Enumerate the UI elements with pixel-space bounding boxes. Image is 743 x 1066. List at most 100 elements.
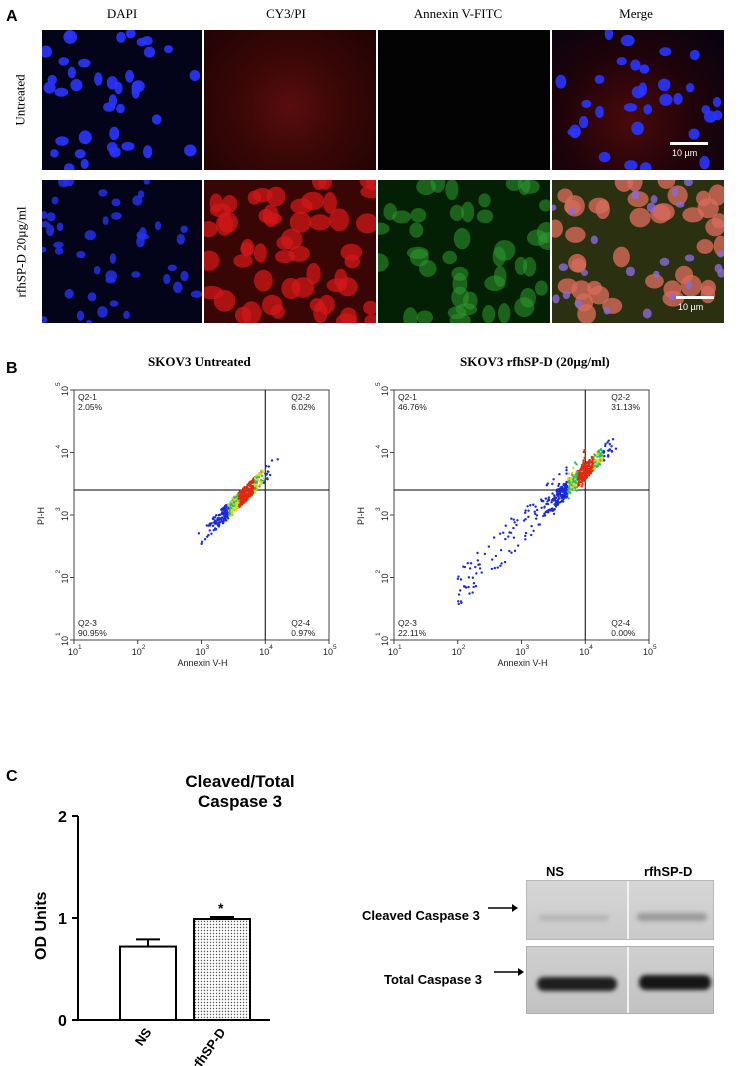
- event-point: [260, 474, 264, 478]
- event-point: [543, 514, 547, 517]
- cell-nucleus: [568, 207, 576, 216]
- cell-nucleus: [123, 310, 130, 319]
- event-point: [574, 481, 578, 484]
- event-point: [549, 509, 552, 512]
- y-tick-exponent: 5: [375, 382, 382, 386]
- facs-plot-untreated: Q2-12.05%Q2-26.02%Q2-390.95%Q2-40.97%10 1…: [36, 382, 337, 668]
- cell-nucleus: [689, 49, 700, 61]
- cell-nucleus: [684, 254, 695, 262]
- event-point: [480, 571, 483, 574]
- event-point: [572, 477, 575, 481]
- event-point: [467, 585, 470, 589]
- event-point: [556, 499, 559, 503]
- cell-nucleus: [311, 180, 327, 191]
- event-point: [575, 463, 578, 466]
- event-point: [582, 468, 585, 472]
- cell-nucleus: [652, 203, 675, 221]
- cell-nucleus: [639, 162, 652, 170]
- cell-nucleus: [180, 270, 189, 282]
- column-header-annexin: Annexin V-FITC: [413, 6, 503, 21]
- event-point: [508, 531, 511, 534]
- event-point: [551, 482, 554, 486]
- event-point: [221, 521, 225, 525]
- event-point: [245, 487, 248, 490]
- event-point: [239, 491, 243, 494]
- quadrant-value: 2.05%: [78, 402, 103, 412]
- cell-nucleus: [111, 212, 122, 220]
- event-point: [235, 509, 238, 512]
- cell-nucleus: [105, 276, 116, 284]
- scale-bar: [670, 142, 708, 145]
- event-point: [230, 500, 233, 503]
- cell-nucleus: [696, 190, 711, 207]
- scale-bar-label: 10 µm: [672, 148, 698, 158]
- event-point: [558, 497, 561, 500]
- event-point: [539, 498, 543, 501]
- x-tick-exponent: 4: [589, 644, 593, 651]
- cell-nucleus: [262, 212, 283, 225]
- row-header-rfhspd: rfhSP-D 20µg/ml: [13, 206, 29, 297]
- cell-nucleus: [577, 303, 596, 323]
- event-point: [228, 513, 231, 516]
- wb-lane-rfhspd: rfhSP-D: [644, 864, 693, 879]
- event-point: [588, 470, 591, 474]
- event-point: [524, 534, 527, 538]
- event-point: [583, 465, 586, 469]
- x-tick-label: 10: [259, 647, 269, 657]
- y-tick-label: 2: [58, 809, 67, 826]
- cell-nucleus: [54, 87, 69, 97]
- y-tick-exponent: 4: [55, 445, 62, 449]
- cell-nucleus: [78, 58, 91, 68]
- event-point: [494, 554, 498, 558]
- panel-a-letter: A: [6, 8, 18, 25]
- cell-nucleus: [42, 221, 50, 228]
- event-point: [550, 501, 553, 504]
- wb-lane-ns: NS: [546, 864, 565, 879]
- y-tick-exponent: 2: [55, 570, 62, 574]
- event-point: [583, 476, 586, 479]
- event-point: [581, 483, 584, 486]
- event-point: [572, 480, 576, 484]
- event-point: [468, 567, 472, 570]
- cell-nucleus: [712, 110, 723, 121]
- event-point: [562, 482, 566, 486]
- event-point: [557, 484, 560, 488]
- cell-nucleus: [136, 37, 148, 47]
- event-point: [244, 499, 248, 502]
- cell-nucleus: [247, 190, 262, 205]
- quadrant-name: Q2-2: [291, 392, 310, 402]
- event-point: [508, 549, 511, 553]
- cell-nucleus: [309, 214, 331, 231]
- cell-nucleus: [360, 185, 376, 199]
- event-point: [224, 505, 228, 509]
- panel-b-letter: B: [6, 360, 18, 377]
- cell-nucleus: [624, 160, 638, 170]
- event-point: [604, 442, 607, 446]
- cell-nucleus: [233, 254, 253, 268]
- cell-nucleus: [109, 146, 121, 158]
- event-point: [214, 519, 217, 522]
- event-point: [576, 470, 579, 474]
- event-point: [456, 600, 460, 603]
- significance-marker: *: [218, 900, 224, 916]
- cell-nucleus: [288, 245, 310, 262]
- facs-title-untreated: SKOV3 Untreated: [148, 354, 251, 369]
- cell-nucleus: [94, 72, 103, 86]
- event-point: [573, 486, 576, 490]
- cell-nucleus: [451, 266, 469, 281]
- event-point: [542, 514, 545, 518]
- cell-nucleus: [254, 269, 273, 292]
- cell-nucleus: [604, 30, 614, 41]
- cell-nucleus: [616, 57, 627, 66]
- y-tick-label: 10: [60, 386, 70, 396]
- cell-nucleus: [131, 271, 141, 278]
- event-point: [546, 500, 549, 503]
- cell-nucleus: [329, 208, 350, 232]
- event-point: [582, 459, 585, 462]
- event-point: [218, 517, 221, 520]
- event-point: [267, 465, 271, 468]
- event-point: [591, 469, 594, 472]
- event-point: [533, 510, 536, 513]
- event-point: [577, 484, 580, 487]
- event-point: [524, 538, 527, 541]
